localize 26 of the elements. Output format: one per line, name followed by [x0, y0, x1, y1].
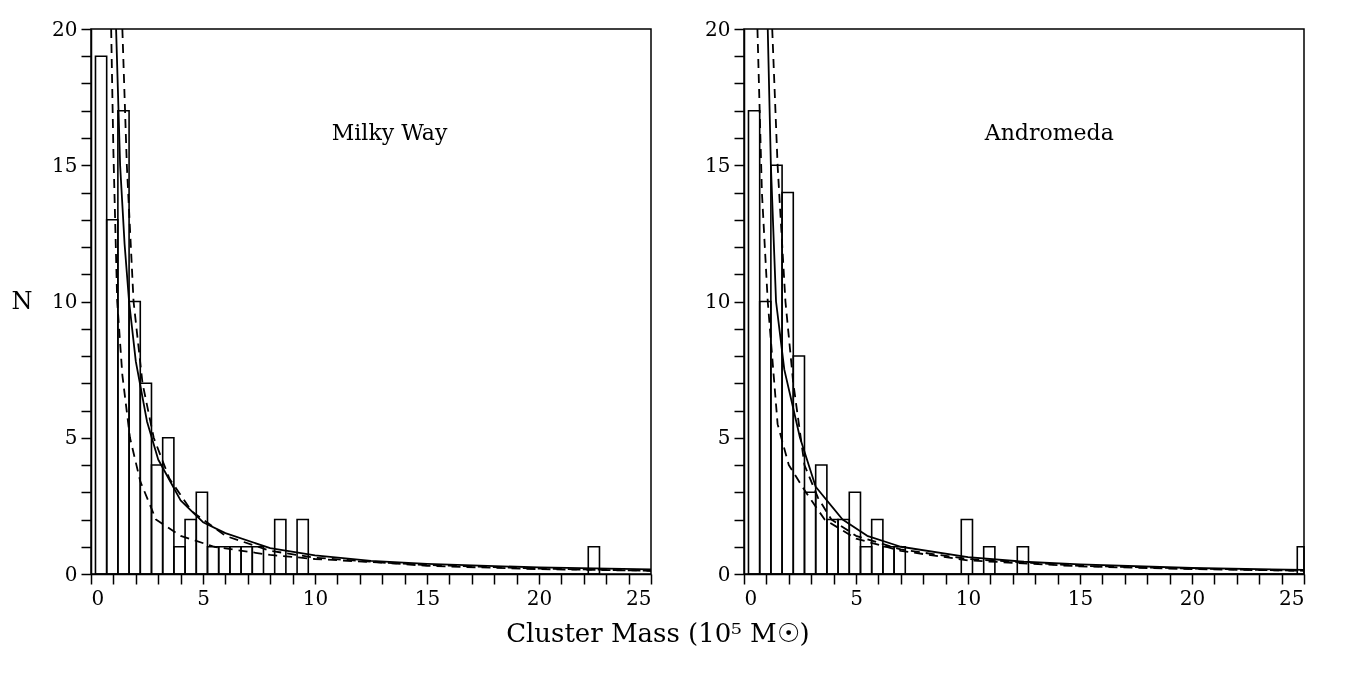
x-tick-label: 5 [197, 585, 210, 610]
x-tick-label: 15 [414, 585, 441, 610]
y-tick-label: 20 [52, 16, 78, 41]
y-tick-label: 15 [52, 152, 78, 177]
x-tick-label: 10 [955, 585, 982, 610]
x-tick-label: 20 [526, 585, 553, 610]
x-axis-title: Cluster Mass (10⁵ M☉) [506, 617, 810, 648]
x-tick-label: 0 [91, 585, 105, 610]
x-tick-label: 5 [850, 585, 863, 610]
y-tick-label: 10 [705, 289, 731, 313]
x-tick-label: 0 [744, 585, 758, 610]
y-tick-label: 20 [705, 16, 731, 41]
y-tick-label: 5 [64, 425, 78, 450]
y-tick-label: 5 [717, 425, 731, 450]
x-tick-label: 25 [626, 585, 652, 610]
annotation: Milky Way [331, 119, 448, 145]
x-tick-label: 20 [1179, 585, 1206, 610]
y-tick-label: 10 [52, 289, 78, 313]
x-tick-label: 15 [1067, 585, 1094, 610]
x-tick-label: 10 [302, 585, 329, 610]
x-tick-label: 25 [1279, 585, 1305, 610]
y-axis-title: N [11, 287, 33, 315]
y-tick-label: 0 [64, 561, 78, 586]
y-tick-label: 15 [705, 152, 731, 177]
y-tick-label: 0 [717, 561, 731, 586]
annotation: Andromeda [983, 119, 1114, 145]
